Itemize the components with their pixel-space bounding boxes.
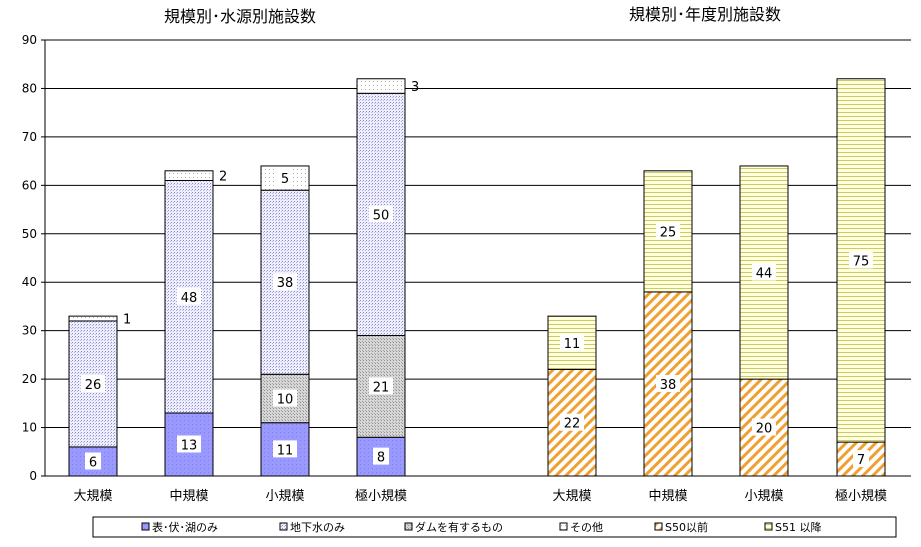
data-label-bg — [656, 374, 680, 392]
y-tick-label: 10 — [22, 421, 37, 435]
data-label: 44 — [756, 267, 773, 282]
data-label: 38 — [277, 276, 294, 291]
data-label-bg — [273, 440, 297, 458]
data-label: 5 — [281, 172, 289, 187]
category-label: 極小規模 — [355, 488, 407, 504]
legend-swatch — [404, 522, 413, 531]
y-tick-label: 80 — [22, 81, 37, 95]
data-label: 11 — [564, 337, 581, 352]
data-label-bg — [85, 452, 101, 470]
data-label-bg — [273, 273, 297, 291]
y-tick-label: 20 — [22, 372, 37, 386]
legend-box — [92, 516, 897, 538]
data-label: 11 — [277, 443, 294, 458]
legend-label: その他 — [570, 521, 603, 534]
y-tick-label: 40 — [22, 275, 37, 289]
data-label-bg — [752, 418, 776, 436]
data-label: 25 — [660, 225, 677, 240]
data-label: 26 — [85, 378, 102, 393]
data-label-bg — [177, 287, 201, 305]
legend-swatch — [279, 522, 288, 531]
data-label: 22 — [564, 417, 581, 432]
legend-swatch — [559, 522, 568, 531]
category-label: 大規模 — [552, 489, 591, 504]
y-tick-label: 90 — [22, 33, 37, 47]
data-label-bg — [560, 333, 584, 351]
legend-swatch — [654, 522, 663, 531]
bars — [68, 78, 886, 477]
data-label: 21 — [373, 380, 390, 395]
category-label: 小規模 — [744, 489, 783, 504]
category-labels: 大規模 中規模 小規模 極小規模 大規模 中規模 小規模 極小規模 — [73, 488, 887, 504]
data-label: 7 — [857, 453, 865, 468]
y-tick-label: 0 — [29, 469, 37, 483]
data-label: 38 — [660, 378, 677, 393]
data-label-bg — [369, 377, 393, 395]
data-label: 10 — [277, 392, 294, 407]
legend-swatch — [764, 522, 773, 531]
data-label-bg — [560, 413, 584, 431]
data-label-bg — [656, 222, 680, 240]
chart-title-right: 規模別･年度別施設数 — [629, 5, 781, 24]
chart-title-left: 規模別･水源別施設数 — [164, 7, 316, 26]
category-label: 極小規模 — [835, 488, 887, 504]
data-label-bg — [273, 389, 297, 407]
data-label: 6 — [89, 455, 97, 470]
data-label: 48 — [181, 291, 198, 306]
data-label-bg — [177, 435, 201, 453]
legend-label: S50以前 — [665, 520, 708, 534]
data-label: 20 — [756, 422, 773, 437]
bar-segment — [68, 315, 118, 322]
data-label: 50 — [373, 208, 390, 223]
data-label-bg — [373, 447, 389, 465]
data-label-bg — [853, 450, 869, 468]
bar-segment — [164, 170, 214, 181]
category-label: 中規模 — [648, 489, 687, 504]
category-label: 中規模 — [169, 489, 208, 504]
legend-label: ダムを有するもの — [415, 520, 503, 534]
data-label-bg — [849, 251, 873, 269]
data-label: 75 — [853, 254, 870, 269]
y-tick-label: 30 — [22, 324, 37, 338]
data-label: 8 — [377, 451, 385, 466]
bar-segment — [356, 78, 406, 94]
legend: 表･伏･湖のみ 地下水のみ ダムを有するもの その他 S50以前 S51 以降 — [141, 520, 821, 534]
data-label: 2 — [219, 170, 227, 185]
y-axis: 0 10 20 30 40 50 60 70 80 90 — [22, 33, 911, 483]
data-label-bg — [81, 374, 105, 392]
category-label: 小規模 — [265, 489, 304, 504]
data-label-bg — [277, 169, 293, 187]
y-tick-label: 50 — [22, 227, 37, 241]
data-label: 1 — [123, 313, 131, 328]
data-label-bg — [369, 205, 393, 223]
legend-swatch — [141, 522, 150, 531]
data-labels: 6 26 1 13 48 2 11 10 38 5 8 21 50 3 22 11 38 25 20 44 7 75 — [81, 80, 873, 470]
legend-label: S51 以降 — [775, 520, 821, 534]
legend-label: 表･伏･湖のみ — [152, 520, 218, 534]
data-label-bg — [752, 263, 776, 281]
data-label: 3 — [411, 80, 419, 95]
y-tick-label: 60 — [22, 178, 37, 192]
legend-label: 地下水のみ — [290, 521, 345, 534]
bar-segment — [68, 320, 118, 448]
category-label: 大規模 — [73, 489, 112, 504]
y-tick-label: 70 — [22, 130, 37, 144]
data-label: 13 — [181, 439, 198, 454]
